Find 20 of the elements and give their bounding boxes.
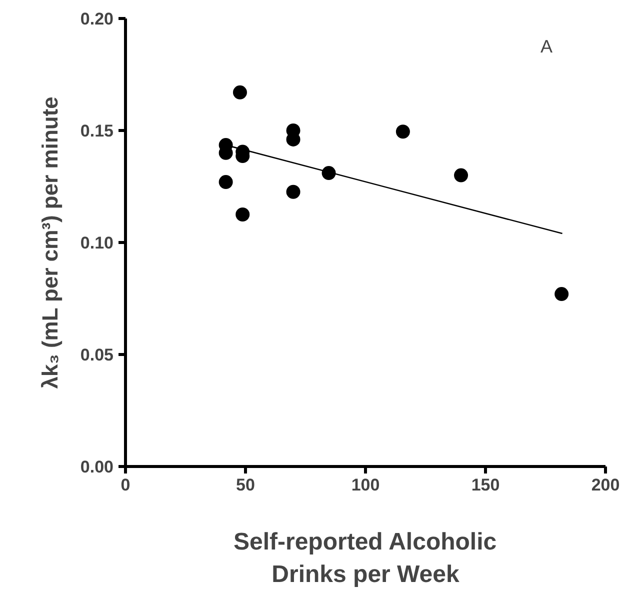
y-axis-title: λk₃ (mL per cm³) per minute [37,96,62,389]
point [554,287,569,302]
x-tick-label: 100 [351,476,380,494]
annotation: A [540,36,553,56]
point [454,168,468,182]
point [396,124,410,139]
point [286,184,300,199]
y-tick-label: 0.05 [80,346,114,364]
x-tick-label: 200 [591,476,620,494]
point [218,175,233,190]
x-tick-label: 0 [120,476,130,494]
y-tick-label: 0.10 [80,234,114,252]
point [236,208,250,222]
point [232,85,247,100]
x-axis-title: Self-reported Alcoholic Drinks per Week [233,528,497,588]
y-tick-label: 0.20 [80,10,114,28]
y-tick-label: 0.15 [80,122,114,140]
x-tick-label: 50 [236,476,255,494]
y-tick-label: 0.00 [80,458,114,476]
x-tick-label: 150 [471,476,500,494]
